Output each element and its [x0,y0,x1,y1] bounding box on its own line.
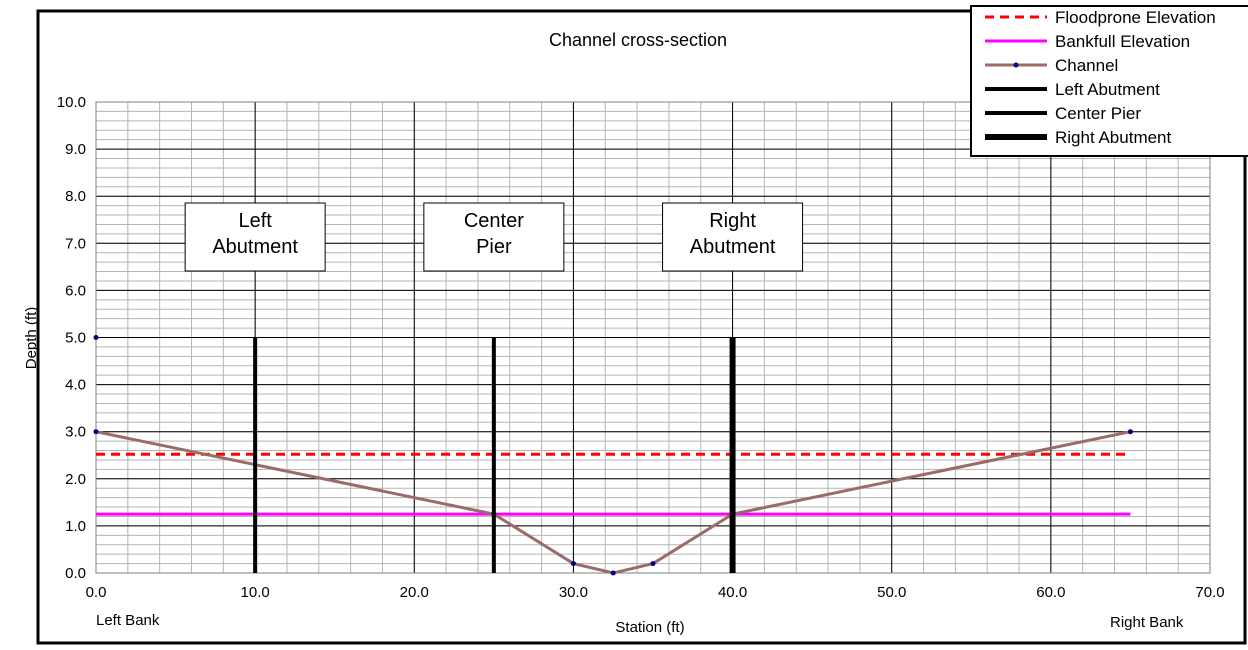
annotation-box: Center Pier [423,202,565,272]
y-axis-label: Depth (ft) [23,307,40,370]
y-tick-label: 5.0 [65,330,86,347]
annotation-box-border [184,202,326,272]
annotation-text: Left [238,210,272,232]
annotation-box: Right Abutment [662,202,804,272]
y-tick-label: 1.0 [65,518,86,535]
annotation-text: Abutment [212,236,298,258]
right-bank-label: Right Bank [1110,614,1184,631]
y-tick-label: 10.0 [57,94,86,111]
x-tick-label: 50.0 [877,584,906,601]
legend-label: Floodprone Elevation [1055,8,1216,27]
y-tick-label: 6.0 [65,282,86,299]
x-tick-label: 20.0 [400,584,429,601]
legend-item: Left Abutment [985,80,1160,99]
legend-label: Channel [1055,56,1118,75]
y-tick-label: 4.0 [65,377,86,394]
annotation-box: Left Abutment [184,202,326,272]
legend-label: Right Abutment [1055,128,1172,147]
x-tick-label: 10.0 [241,584,270,601]
y-tick-label: 7.0 [65,235,86,252]
legend-label: Bankfull Elevation [1055,32,1190,51]
legend-label: Center Pier [1055,104,1141,123]
channel-point [570,561,576,567]
y-tick-label: 9.0 [65,141,86,158]
legend-item: Center Pier [985,104,1141,123]
legend-item: Bankfull Elevation [985,32,1190,51]
x-tick-label: 0.0 [86,584,107,601]
annotation-text: Abutment [690,236,776,258]
legend-box [970,5,1248,157]
legend-item: Channel [985,56,1118,75]
chart-title: Channel cross-section [549,30,727,50]
annotation-boxes: Left Abutment Center Pier Right Abutment [184,202,804,272]
legend: Floodprone Elevation Bankfull Elevation Ch… [970,5,1248,157]
y-axis-tick-labels: 0.0 1.0 2.0 3.0 4.0 5.0 6.0 7.0 8.0 9.0 10.0 [57,94,86,582]
x-tick-label: 30.0 [559,584,588,601]
x-axis-label: Station (ft) [615,619,684,636]
data-point [93,335,99,340]
annotation-box-border [662,202,804,272]
data-series [93,335,1133,576]
annotation-text: Center [464,210,524,232]
annotation-box-border [423,202,565,272]
legend-item: Floodprone Elevation [985,8,1216,27]
legend-label: Left Abutment [1055,80,1160,99]
x-axis-tick-labels: 0.0 10.0 20.0 30.0 40.0 50.0 60.0 70.0 [86,584,1225,601]
channel-point [650,561,656,567]
x-tick-label: 40.0 [718,584,747,601]
x-tick-label: 60.0 [1036,584,1065,601]
x-tick-label: 70.0 [1195,584,1224,601]
y-tick-label: 0.0 [65,565,86,582]
channel-point [610,570,616,576]
left-bank-label: Left Bank [96,612,160,629]
annotation-text: Right [709,210,756,232]
channel-point [93,429,99,435]
y-tick-label: 8.0 [65,188,86,205]
channel-point [1127,429,1133,435]
legend-item: Right Abutment [985,128,1172,147]
y-tick-label: 2.0 [65,471,86,488]
annotation-text: Pier [476,236,512,258]
legend-marker [1013,62,1019,68]
y-tick-label: 3.0 [65,424,86,441]
